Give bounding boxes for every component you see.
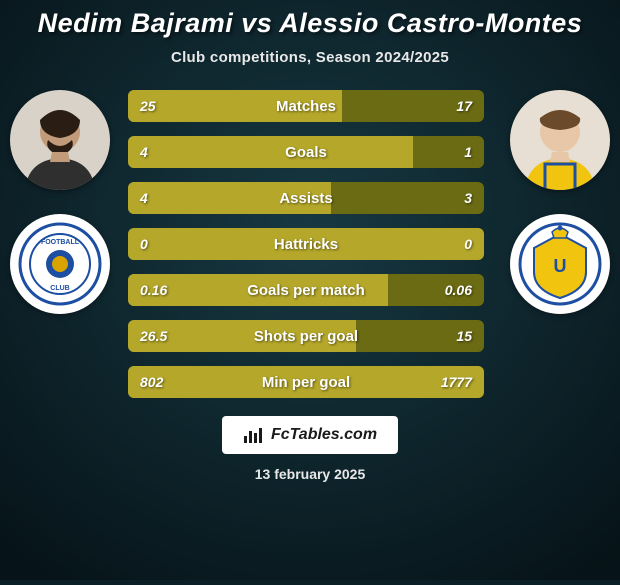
stat-label: Goals [128,144,484,161]
season-subtitle: Club competitions, Season 2024/2025 [171,49,449,66]
player-left-avatar-svg [10,90,110,190]
stat-value-right: 15 [456,328,472,344]
player-left-avatar [10,90,110,190]
stat-label: Min per goal [128,374,484,391]
stat-bar: 0Hattricks0 [128,228,484,260]
stat-bar: 25Matches17 [128,90,484,122]
stat-label: Shots per goal [128,328,484,345]
comparison-title: Nedim Bajrami vs Alessio Castro-Montes [38,8,583,39]
fctables-logo-text: FcTables.com [271,426,377,444]
stat-bar: 4Goals1 [128,136,484,168]
stat-label: Goals per match [128,282,484,299]
svg-text:CLUB: CLUB [50,285,69,292]
stat-value-right: 1 [464,144,472,160]
main-row: FOOTBALL CLUB 25Matches17 4Goals1 4Assists… [0,86,620,398]
stat-value-right: 17 [456,98,472,114]
club-right-svg: U [516,220,604,308]
stat-value-right: 1777 [441,374,472,390]
footer-date: 13 february 2025 [255,466,366,482]
stat-label: Matches [128,98,484,115]
stat-value-right: 0.06 [445,282,472,298]
player-left-club-badge: FOOTBALL CLUB [10,214,110,314]
stat-bar: 26.5Shots per goal15 [128,320,484,352]
content-wrapper: Nedim Bajrami vs Alessio Castro-Montes C… [0,0,620,580]
stat-value-right: 3 [464,190,472,206]
right-player-column: U [500,86,620,314]
svg-text:FOOTBALL: FOOTBALL [41,239,80,246]
stat-bar: 4Assists3 [128,182,484,214]
stats-bars-container: 25Matches17 4Goals1 4Assists3 0Hattricks0 0.… [120,86,500,398]
player-right-avatar-svg [510,90,610,190]
stat-bar: 0.16Goals per match0.06 [128,274,484,306]
club-left-svg: FOOTBALL CLUB [16,220,104,308]
stat-label: Hattricks [128,236,484,253]
svg-text:U: U [554,256,567,276]
player-right-avatar [510,90,610,190]
fctables-logo[interactable]: FcTables.com [222,416,398,454]
stat-bar: 802Min per goal1777 [128,366,484,398]
stat-value-right: 0 [464,236,472,252]
left-player-column: FOOTBALL CLUB [0,86,120,314]
player-right-club-badge: U [510,214,610,314]
stat-label: Assists [128,190,484,207]
bars-icon [243,426,265,444]
